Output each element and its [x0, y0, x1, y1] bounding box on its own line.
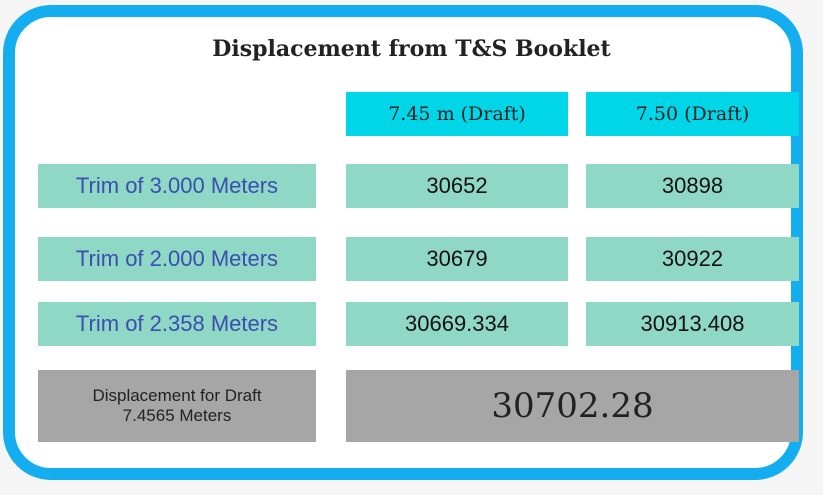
value-cell: 30913.408	[586, 302, 799, 346]
result-value: 30702.28	[346, 370, 799, 442]
result-label-line2: 7.4565 Meters	[122, 406, 232, 425]
value-cell: 30922	[586, 237, 799, 281]
column-header-750: 7.50 (Draft)	[586, 92, 799, 136]
row-label-trim-2000: Trim of 2.000 Meters	[38, 237, 316, 281]
result-label-line1: Displacement for Draft	[92, 386, 262, 405]
value-cell: 30652	[346, 164, 568, 208]
page-title: Displacement from T&S Booklet	[212, 36, 611, 62]
value-cell: 30898	[586, 164, 799, 208]
value-cell: 30669.334	[346, 302, 568, 346]
value-cell: 30679	[346, 237, 568, 281]
column-header-745: 7.45 m (Draft)	[346, 92, 568, 136]
row-label-trim-2358: Trim of 2.358 Meters	[38, 302, 316, 346]
row-label-trim-3000: Trim of 3.000 Meters	[38, 164, 316, 208]
result-label: Displacement for Draft 7.4565 Meters	[38, 370, 316, 442]
